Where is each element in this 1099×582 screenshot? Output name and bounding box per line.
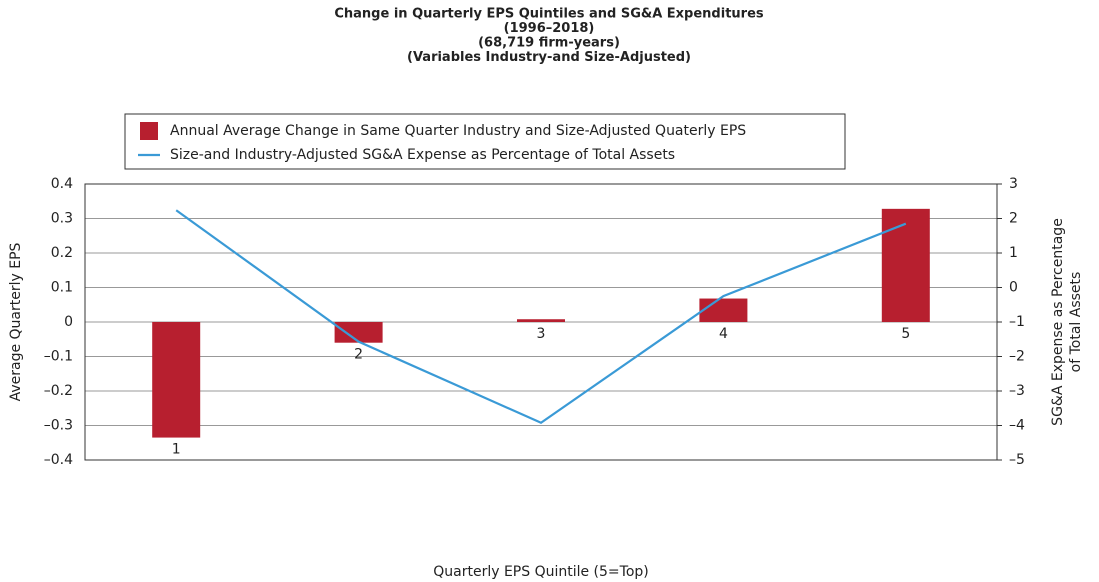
y2-tick-label: –3 (1009, 383, 1025, 399)
legend-swatch (140, 122, 158, 140)
bar (699, 298, 748, 322)
y-axis-title: Average Quarterly EPS (8, 242, 24, 401)
x-tick-label: 4 (719, 326, 728, 342)
y-tick-label: –0.2 (44, 383, 73, 399)
y-tick-label: 0.3 (51, 211, 73, 227)
y-tick-label: 0 (64, 314, 73, 330)
y2-tick-label: –5 (1009, 452, 1025, 468)
y2-tick-label: 3 (1009, 176, 1018, 192)
y-tick-label: 0.2 (51, 245, 73, 261)
y2-axis-title: SG&A Expense as Percentage (1050, 218, 1066, 426)
y2-tick-label: 0 (1009, 280, 1018, 296)
y2-tick-label: 2 (1009, 211, 1018, 227)
y-tick-label: 0.4 (51, 176, 73, 192)
bar (334, 322, 383, 343)
y2-tick-label: –1 (1009, 314, 1025, 330)
plot-frame (84, 183, 998, 461)
y2-tick-label: 1 (1009, 245, 1018, 261)
chart-title: (Variables Industry-and Size-Adjusted) (407, 50, 691, 65)
x-tick-label: 1 (172, 442, 181, 458)
y2-tick-label: –4 (1009, 418, 1025, 434)
x-tick-label: 5 (901, 326, 910, 342)
legend-label: Annual Average Change in Same Quarter In… (170, 123, 746, 139)
y-tick-label: –0.3 (44, 418, 73, 434)
x-axis-title: Quarterly EPS Quintile (5=Top) (433, 564, 649, 580)
bar (517, 319, 565, 322)
x-tick-label: 3 (537, 326, 546, 342)
legend-label: Size-and Industry-Adjusted SG&A Expense … (170, 147, 675, 163)
legend-box (124, 113, 846, 170)
bar (881, 208, 930, 322)
y-tick-label: –0.4 (44, 452, 73, 468)
y-tick-label: 0.1 (51, 280, 73, 296)
chart-title: (1996–2018) (504, 21, 595, 36)
y2-axis-title: of Total Assets (1068, 272, 1084, 373)
y2-tick-label: –2 (1009, 349, 1025, 365)
bar (152, 322, 201, 438)
chart-title: (68,719 firm-years) (478, 36, 620, 51)
line (175, 209, 907, 424)
x-tick-label: 2 (354, 347, 363, 363)
chart-title: Change in Quarterly EPS Quintiles and SG… (334, 7, 764, 22)
y-tick-label: –0.1 (44, 349, 73, 365)
